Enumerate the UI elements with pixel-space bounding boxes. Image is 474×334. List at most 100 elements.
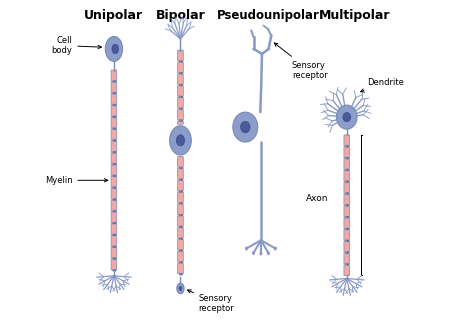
Ellipse shape [114, 210, 116, 212]
Ellipse shape [114, 187, 116, 189]
Ellipse shape [114, 269, 116, 271]
FancyBboxPatch shape [111, 235, 117, 246]
FancyBboxPatch shape [179, 261, 182, 264]
FancyBboxPatch shape [344, 253, 350, 264]
FancyBboxPatch shape [178, 121, 183, 124]
FancyBboxPatch shape [346, 240, 348, 242]
FancyBboxPatch shape [346, 145, 348, 147]
FancyBboxPatch shape [344, 265, 350, 276]
Ellipse shape [343, 113, 351, 122]
FancyBboxPatch shape [113, 222, 115, 224]
Ellipse shape [274, 246, 277, 250]
FancyBboxPatch shape [344, 241, 350, 252]
Ellipse shape [114, 175, 116, 177]
Text: Unipolar: Unipolar [84, 9, 144, 22]
Ellipse shape [181, 96, 183, 98]
Ellipse shape [181, 202, 183, 204]
Ellipse shape [114, 222, 116, 224]
Ellipse shape [181, 190, 183, 192]
FancyBboxPatch shape [344, 182, 350, 193]
Ellipse shape [347, 216, 349, 218]
Ellipse shape [114, 80, 116, 82]
FancyBboxPatch shape [178, 251, 183, 262]
Ellipse shape [105, 36, 123, 61]
FancyBboxPatch shape [178, 239, 183, 250]
FancyBboxPatch shape [113, 258, 115, 260]
Text: Pseudounipolar: Pseudounipolar [217, 9, 320, 22]
Ellipse shape [347, 204, 349, 206]
FancyBboxPatch shape [344, 206, 350, 217]
FancyBboxPatch shape [179, 96, 182, 98]
Ellipse shape [347, 252, 349, 254]
FancyBboxPatch shape [346, 216, 348, 218]
FancyBboxPatch shape [111, 70, 117, 81]
FancyBboxPatch shape [346, 228, 348, 230]
FancyBboxPatch shape [344, 147, 350, 158]
FancyBboxPatch shape [178, 180, 183, 191]
FancyBboxPatch shape [111, 188, 117, 199]
FancyBboxPatch shape [179, 226, 182, 228]
Ellipse shape [181, 226, 183, 228]
FancyBboxPatch shape [346, 204, 348, 206]
Ellipse shape [177, 283, 184, 294]
Ellipse shape [267, 251, 270, 255]
FancyBboxPatch shape [111, 165, 117, 175]
Ellipse shape [181, 167, 183, 169]
FancyBboxPatch shape [111, 153, 117, 164]
Ellipse shape [245, 246, 248, 250]
FancyBboxPatch shape [111, 223, 117, 234]
Ellipse shape [181, 108, 183, 110]
FancyBboxPatch shape [113, 234, 115, 236]
Ellipse shape [233, 112, 258, 142]
Ellipse shape [181, 238, 183, 240]
Ellipse shape [181, 72, 183, 74]
FancyBboxPatch shape [111, 247, 117, 258]
Ellipse shape [114, 140, 116, 142]
FancyBboxPatch shape [113, 210, 115, 212]
Ellipse shape [114, 163, 116, 165]
Ellipse shape [114, 116, 116, 118]
FancyBboxPatch shape [344, 170, 350, 181]
FancyBboxPatch shape [113, 187, 115, 189]
Ellipse shape [114, 246, 116, 248]
Ellipse shape [252, 251, 255, 255]
FancyBboxPatch shape [113, 246, 115, 248]
Ellipse shape [114, 198, 116, 200]
FancyBboxPatch shape [113, 116, 115, 118]
Ellipse shape [114, 92, 116, 94]
FancyBboxPatch shape [111, 106, 117, 117]
Ellipse shape [347, 157, 349, 159]
FancyBboxPatch shape [346, 192, 348, 195]
Text: Bipolar: Bipolar [155, 9, 205, 22]
Ellipse shape [241, 121, 250, 133]
Ellipse shape [181, 262, 183, 264]
FancyBboxPatch shape [111, 176, 117, 187]
Text: Cell
body: Cell body [52, 36, 101, 55]
Text: Multipolar: Multipolar [319, 9, 391, 22]
FancyBboxPatch shape [178, 168, 183, 179]
Ellipse shape [114, 104, 116, 106]
Ellipse shape [347, 264, 349, 266]
Text: Myelin: Myelin [45, 176, 108, 185]
FancyBboxPatch shape [344, 159, 350, 169]
FancyBboxPatch shape [113, 175, 115, 177]
FancyBboxPatch shape [344, 135, 350, 146]
FancyBboxPatch shape [178, 62, 183, 73]
FancyBboxPatch shape [111, 212, 117, 223]
FancyBboxPatch shape [113, 269, 115, 272]
Ellipse shape [114, 128, 116, 130]
Ellipse shape [337, 105, 357, 129]
FancyBboxPatch shape [111, 141, 117, 152]
FancyBboxPatch shape [113, 151, 115, 153]
FancyBboxPatch shape [111, 200, 117, 211]
FancyBboxPatch shape [346, 157, 348, 159]
FancyBboxPatch shape [111, 129, 117, 140]
Ellipse shape [347, 145, 349, 147]
Ellipse shape [181, 249, 183, 252]
Ellipse shape [181, 120, 183, 122]
FancyBboxPatch shape [179, 84, 182, 86]
FancyBboxPatch shape [344, 229, 350, 240]
Ellipse shape [181, 179, 183, 181]
Ellipse shape [112, 44, 118, 54]
Ellipse shape [181, 273, 183, 275]
